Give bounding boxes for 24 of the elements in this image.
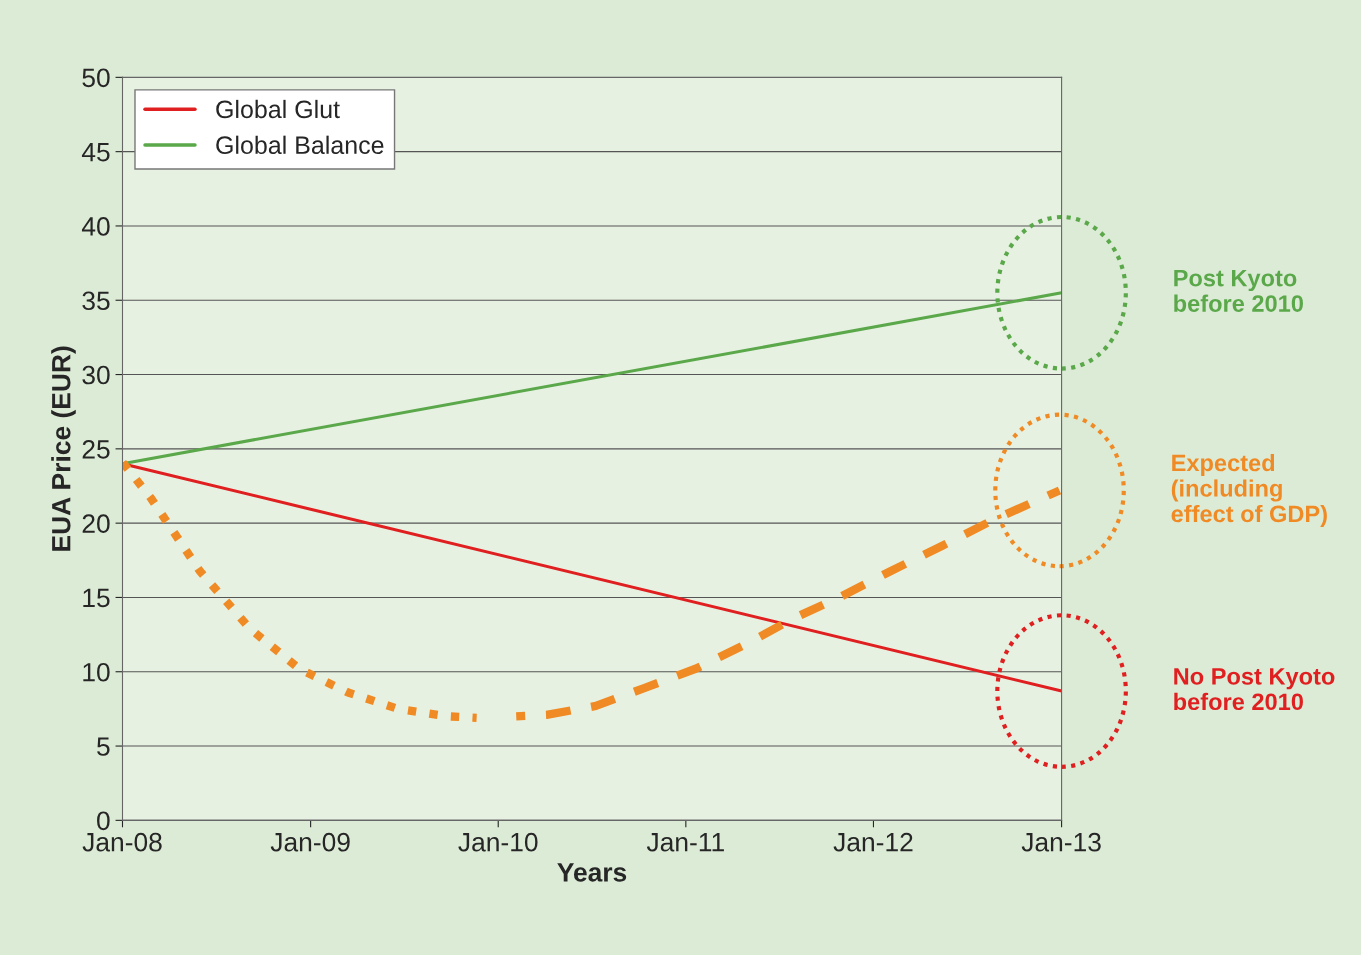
y-tick-label: 20 — [82, 514, 110, 533]
x-tick-label: Jan-08 — [82, 832, 162, 852]
y-tick-label: 0 — [97, 811, 110, 831]
y-tick-label: 40 — [81, 217, 110, 236]
y-tick-label: 45 — [81, 143, 110, 162]
y-axis-title: EUA Price (EUR) — [51, 346, 76, 551]
x-axis-title: Years — [557, 863, 627, 882]
y-tick-label: 25 — [82, 439, 110, 459]
x-tick-label: Jan-10 — [458, 832, 538, 852]
y-tick-label: 5 — [97, 737, 110, 756]
legend-label: Global Balance — [216, 135, 384, 155]
y-tick-label: 10 — [83, 662, 110, 682]
text: No Post Kyoto before 2010 — [1174, 668, 1335, 711]
x-tick-label: Jan-11 — [646, 833, 724, 852]
legend-label: Global Glut — [216, 99, 340, 119]
text: Post Kyoto before 2010 — [1174, 269, 1303, 312]
y-tick-label: 15 — [83, 588, 110, 608]
x-tick-label: Jan-12 — [833, 832, 913, 852]
text: Expected (including effect of GDP) — [1171, 453, 1327, 527]
y-tick-label: 50 — [82, 68, 110, 88]
x-tick-label: Jan-13 — [1021, 832, 1101, 852]
y-tick-label: 30 — [82, 365, 110, 385]
x-tick-label: Jan-09 — [270, 832, 350, 852]
y-tick-label: 35 — [82, 291, 110, 311]
